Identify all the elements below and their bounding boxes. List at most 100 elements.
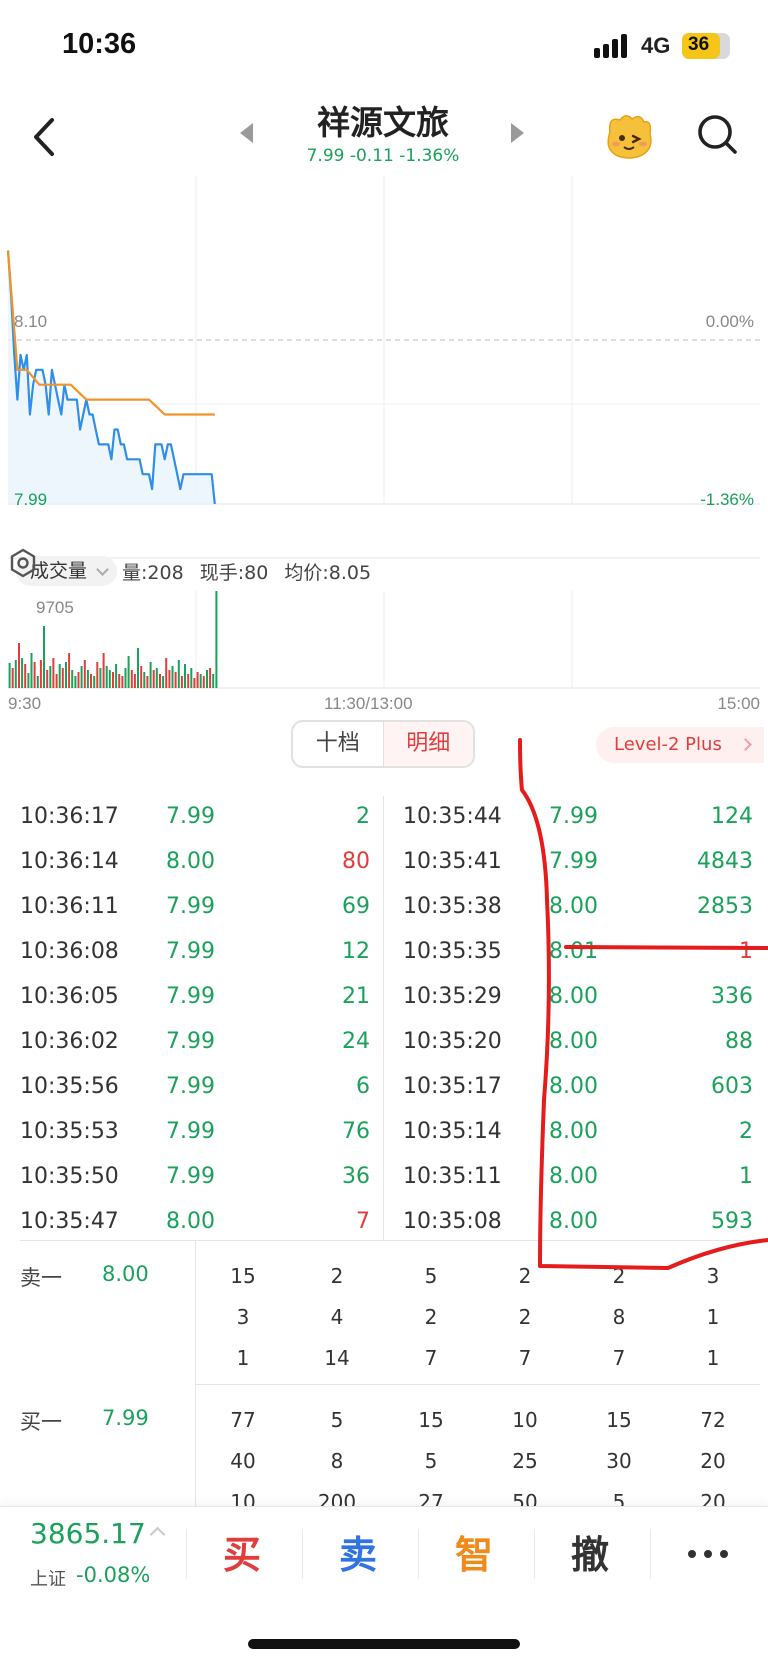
cancel-order-button[interactable]: 撤 — [570, 1533, 609, 1577]
queue-order-size: 1 — [706, 1346, 720, 1370]
volume-bar — [215, 591, 218, 688]
sell-button[interactable]: 卖 — [338, 1533, 377, 1577]
trade-volume: 6 — [356, 1074, 370, 1099]
stock-quote: 7.99 -0.11 -1.36% — [306, 146, 460, 166]
volume-bar — [14, 660, 17, 688]
volume-bar — [43, 626, 45, 688]
queue-row: 15 2 5 2 2 3 — [196, 1264, 760, 1305]
queue-order-size: 20 — [700, 1449, 726, 1473]
volume-bar — [55, 674, 58, 688]
mascot-icon[interactable] — [602, 110, 656, 160]
search-icon[interactable] — [694, 111, 740, 157]
queue-order-size: 7 — [612, 1346, 626, 1370]
volume-bar — [162, 676, 165, 688]
bottom-action-bar: 3865.17 上证 -0.08% 买 卖 智 撤 — [0, 1506, 768, 1664]
back-icon[interactable] — [28, 114, 62, 160]
trade-price: 7.99 — [166, 1164, 215, 1189]
trade-row: 10:35:35 8.01 1 — [403, 931, 753, 976]
trade-price: 7.99 — [166, 939, 215, 964]
volume-bar — [11, 668, 14, 688]
queue-order-size: 10 — [512, 1408, 538, 1432]
volume-bar — [112, 672, 114, 688]
volume-bar — [21, 658, 24, 688]
next-stock-arrow-icon[interactable] — [511, 123, 524, 143]
trade-price: 8.00 — [549, 1164, 598, 1189]
stock-name: 祥源文旅 — [317, 103, 449, 142]
level2-plus-button[interactable]: Level-2 Plus — [596, 727, 764, 763]
volume-bar — [49, 666, 52, 688]
home-indicator[interactable] — [248, 1639, 520, 1649]
trade-row: 10:35:14 8.00 2 — [403, 1111, 753, 1156]
more-icon[interactable] — [686, 1549, 730, 1559]
trade-price: 7.99 — [166, 1074, 215, 1099]
trade-time: 10:36:02 — [20, 1029, 119, 1054]
volume-bar — [24, 664, 27, 688]
queue-separator — [196, 1384, 760, 1385]
section-divider — [20, 1240, 760, 1241]
volume-bar — [52, 658, 55, 688]
volume-bar — [93, 676, 96, 688]
chevron-up-icon[interactable] — [149, 1526, 166, 1543]
volume-toolbar: 成交量 量:208 现手:80 均价:8.05 — [8, 548, 760, 592]
chevron-right-icon — [739, 738, 752, 751]
buy-queue-grid: 77 5 15 10 15 72 40 8 5 25 30 20 10 200 27 50 5 20 — [196, 1408, 760, 1506]
trade-row: 10:35:47 8.00 7 — [20, 1201, 370, 1246]
queue-row: 10 200 27 50 5 20 — [196, 1490, 760, 1506]
settings-hexagon-icon[interactable] — [8, 548, 38, 578]
index-value[interactable]: 3865.17 — [30, 1517, 146, 1550]
queue-row: 3 4 2 2 8 1 — [196, 1305, 760, 1346]
smart-order-button[interactable]: 智 — [454, 1533, 493, 1577]
volume-bar — [202, 676, 205, 688]
volume-bar — [212, 674, 215, 688]
volume-bar — [115, 664, 118, 688]
volume-bar — [152, 670, 155, 688]
queue-order-size: 27 — [418, 1490, 444, 1506]
trade-row: 10:35:56 7.99 6 — [20, 1066, 370, 1111]
volume-bar — [65, 662, 67, 688]
queue-order-size: 25 — [512, 1449, 538, 1473]
trade-volume: 76 — [342, 1119, 370, 1144]
trade-price: 8.00 — [549, 1119, 598, 1144]
volume-info: 量:208 现手:80 均价:8.05 — [122, 558, 381, 585]
volume-bar — [61, 668, 64, 688]
trade-volume: 36 — [342, 1164, 370, 1189]
signal-icon — [594, 34, 627, 58]
volume-bar — [187, 674, 190, 688]
volume-bar — [196, 672, 199, 688]
trade-time: 10:35:20 — [403, 1029, 502, 1054]
trade-row: 10:36:17 7.99 2 — [20, 796, 370, 841]
trade-time: 10:35:08 — [403, 1209, 502, 1234]
trade-volume: 124 — [711, 804, 753, 829]
trade-volume: 12 — [342, 939, 370, 964]
queue-order-size: 20 — [700, 1490, 726, 1506]
trade-row: 10:36:11 7.99 69 — [20, 886, 370, 931]
trade-row: 10:35:44 7.99 124 — [403, 796, 753, 841]
trade-row: 10:35:50 7.99 36 — [20, 1156, 370, 1201]
queue-order-size: 5 — [424, 1449, 438, 1473]
volume-bar — [130, 670, 133, 688]
volume-bar — [140, 666, 143, 688]
intraday-chart[interactable]: 8.10 0.00% 7.99 -1.36% 成交量 量:208 现手:80 均… — [0, 176, 768, 720]
trade-volume: 24 — [342, 1029, 370, 1054]
volume-bar — [71, 670, 74, 688]
trade-time: 10:36:17 — [20, 804, 119, 829]
trade-column-right: 10:35:44 7.99 124 10:35:41 7.99 4843 10:35:38 8… — [403, 796, 753, 1246]
status-bar: 10:36 4G 36 — [0, 0, 768, 96]
queue-order-size: 4 — [330, 1305, 344, 1329]
volume-bar — [199, 674, 202, 688]
tab-ten-levels[interactable]: 十档 — [293, 722, 384, 766]
tab-trade-detail[interactable]: 明细 — [383, 722, 473, 766]
buy-button[interactable]: 买 — [222, 1533, 261, 1577]
trade-row: 10:36:02 7.99 24 — [20, 1021, 370, 1066]
trade-row: 10:35:53 7.99 76 — [20, 1111, 370, 1156]
queue-row: 1 14 7 7 7 1 — [196, 1346, 760, 1387]
volume-bar — [108, 670, 111, 688]
trade-volume: 88 — [725, 1029, 753, 1054]
average-price-line — [6, 250, 215, 416]
action-separator — [418, 1529, 419, 1579]
trade-volume: 1 — [739, 939, 753, 964]
trade-price: 8.01 — [549, 939, 598, 964]
trade-time: 10:35:17 — [403, 1074, 502, 1099]
queue-divider — [195, 1240, 196, 1506]
prev-stock-arrow-icon[interactable] — [240, 123, 253, 143]
